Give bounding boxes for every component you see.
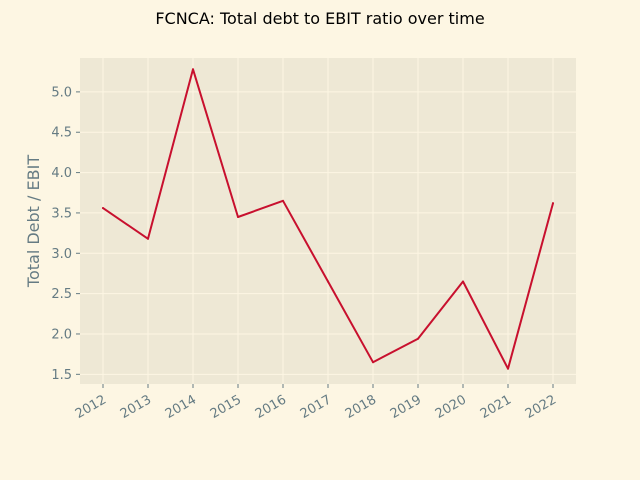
x-tick-label: 2012 xyxy=(73,392,109,422)
data-point xyxy=(372,361,374,364)
data-point xyxy=(507,367,509,370)
data-point xyxy=(282,199,284,202)
x-axis: 2012 2013 2014 2015 2016 2017 2018 2019 2020 2021… xyxy=(73,384,559,422)
x-tick-label: 2013 xyxy=(118,392,154,422)
data-point xyxy=(417,337,419,340)
x-tick-label: 2014 xyxy=(163,392,199,422)
x-tick-label: 2020 xyxy=(433,392,469,422)
x-tick-label: 2018 xyxy=(343,392,379,422)
grid-lines xyxy=(80,58,576,384)
y-tick-label: 5.0 xyxy=(51,85,72,100)
x-tick-label: 2016 xyxy=(253,392,289,422)
y-axis: 1.5 2.0 2.5 3.0 3.5 4.0 4.5 5.0 xyxy=(51,85,80,383)
data-point xyxy=(192,68,194,71)
data-point xyxy=(102,207,104,210)
y-tick-label: 3.0 xyxy=(51,247,72,262)
x-tick-label: 2021 xyxy=(478,392,514,422)
y-tick-label: 2.5 xyxy=(51,287,72,302)
data-point xyxy=(552,202,554,205)
y-tick-label: 4.0 xyxy=(51,166,72,181)
y-tick-label: 1.5 xyxy=(51,368,72,383)
data-point xyxy=(327,280,329,283)
x-tick-label: 2022 xyxy=(523,392,559,422)
data-point xyxy=(462,280,464,283)
y-axis-label: Total Debt / EBIT xyxy=(24,155,43,288)
data-point xyxy=(147,237,149,240)
y-tick-label: 2.0 xyxy=(51,327,72,342)
chart-title: FCNCA: Total debt to EBIT ratio over tim… xyxy=(155,9,484,28)
y-tick-label: 4.5 xyxy=(51,126,72,141)
x-tick-label: 2017 xyxy=(298,392,334,422)
x-tick-label: 2019 xyxy=(388,392,424,422)
data-point xyxy=(237,215,239,218)
y-tick-label: 3.5 xyxy=(51,206,72,221)
series-layer xyxy=(102,68,554,370)
x-tick-label: 2015 xyxy=(208,392,244,422)
